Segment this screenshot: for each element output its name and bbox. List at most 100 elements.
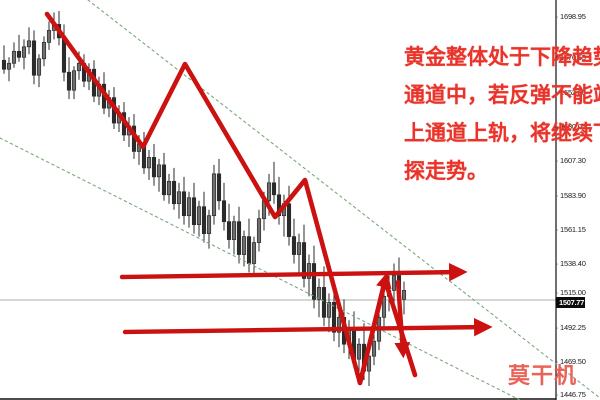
candle-body (151, 157, 157, 178)
price-axis-tick: · 1446.75 (556, 389, 586, 400)
price-axis-tick-label: 1538.40 (560, 259, 586, 268)
price-axis-tick: · 1515.00 (556, 287, 586, 298)
annotation-line-4: 探走势。 (404, 159, 488, 183)
candle-body (306, 263, 312, 279)
candle-body (16, 50, 22, 58)
candle-body (266, 182, 272, 202)
candle-body (66, 71, 72, 91)
channel-upper-line (87, 0, 600, 399)
price-axis-tick-label: 1652.80 (560, 88, 586, 97)
price-axis-tick-label: 1583.90 (560, 191, 586, 200)
tick-mark-icon: · (556, 12, 559, 21)
price-axis-tick-label: 1561.15 (560, 225, 586, 234)
tick-mark-icon: · (556, 122, 559, 131)
candle-body (6, 62, 12, 70)
tick-mark-icon: · (556, 225, 559, 234)
price-axis-tick-label: 1630.05 (560, 122, 586, 131)
candle-body (206, 215, 212, 234)
candle-body (71, 70, 77, 91)
candle-body (336, 316, 342, 333)
current-price-badge[interactable]: 1507.77 (556, 297, 586, 308)
annotation-line-3: 上通道上轨，将继续下 (404, 121, 600, 145)
candle-body (316, 287, 322, 300)
candle-body (211, 173, 217, 217)
price-axis-tick: · 1607.30 (556, 155, 586, 166)
watermark-label: 莫干机 (508, 364, 578, 389)
candle-body (256, 218, 262, 243)
tick-mark-icon: · (556, 156, 559, 165)
candle-body (391, 275, 397, 291)
price-axis-tick: · 1698.95 (556, 11, 586, 22)
candlestick-series (1, 10, 407, 387)
price-axis-tick: · 1561.15 (556, 224, 586, 235)
candle-body (331, 302, 337, 333)
annotation-line-1: 黄金整体处于下降趋势 (404, 45, 600, 69)
price-axis-tick-label: 1446.75 (560, 390, 586, 399)
candle-body (236, 221, 242, 255)
annotation-line-2: 通道中，若反弹不能站 (404, 83, 600, 107)
candle-body (41, 41, 47, 60)
price-axis-tick: · 1538.40 (556, 258, 586, 269)
candle-body (176, 191, 182, 205)
tick-mark-icon: · (556, 390, 559, 399)
candle-body (161, 164, 167, 196)
price-axis-tick: · 1676.55 (556, 52, 586, 63)
candle-body (366, 355, 372, 372)
candle-body (216, 173, 222, 202)
candle-body (371, 340, 377, 357)
upper-projection-arrow (119, 262, 468, 282)
candle-body (36, 58, 42, 76)
price-axis-tick: · 1492.25 (556, 322, 586, 333)
down-break-arrow (394, 279, 411, 359)
candle-body (311, 263, 317, 300)
price-axis-tick: · 1583.90 (556, 190, 586, 201)
candle-body (326, 302, 332, 318)
candle-body (241, 236, 247, 255)
candle-body (271, 182, 277, 196)
candle-body (246, 236, 252, 264)
tick-mark-icon: · (556, 88, 559, 97)
candle-body (321, 287, 327, 318)
candle-body (146, 157, 152, 169)
tick-mark-icon: · (556, 323, 559, 332)
candle-body (286, 203, 292, 237)
candle-body (186, 197, 192, 217)
candle-body (201, 206, 207, 234)
forecast-arrow-group (119, 262, 493, 386)
candle-body (1, 59, 7, 70)
price-axis-tick: · 1469.50 (556, 356, 586, 367)
candle-body (356, 343, 362, 360)
price-axis[interactable]: · 1698.95 · 1676.55 · 1652.80 · 1630.05 · 1607.30… (556, 0, 600, 400)
candle-body (191, 197, 197, 226)
candle-body (181, 191, 187, 217)
candle-body (296, 242, 302, 255)
price-axis-tick-label: 1607.30 (560, 156, 586, 165)
price-axis-tick: · 1652.80 (556, 87, 586, 98)
price-axis-tick: · 1630.05 (556, 121, 586, 132)
candle-body (221, 200, 227, 223)
candle-body (301, 242, 307, 279)
tick-mark-icon: · (556, 53, 559, 62)
tick-mark-icon: · (556, 288, 559, 297)
tick-mark-icon: · (556, 259, 559, 268)
candle-body (21, 46, 27, 58)
candle-body (196, 206, 202, 226)
lower-projection-arrow (122, 317, 493, 337)
candle-body (31, 40, 37, 76)
analysis-annotation-text: 黄金整体处于下降趋势 通道中，若反弹不能站 上通道上轨，将继续下 探走势。 (404, 38, 600, 190)
candle-body (251, 242, 257, 264)
candle-body (226, 221, 232, 240)
tick-mark-icon: · (556, 357, 559, 366)
price-axis-tick-label: 1515.00 (560, 288, 586, 297)
candle-body (76, 62, 82, 72)
candle-body (291, 236, 297, 255)
candle-body (171, 180, 177, 205)
price-axis-tick-label: 1469.50 (560, 357, 586, 366)
candle-body (46, 30, 52, 43)
candle-body (26, 40, 32, 48)
candle-body (11, 50, 17, 64)
candle-body (381, 296, 387, 318)
tick-mark-icon: · (556, 191, 559, 200)
price-axis-tick-label: 1492.25 (560, 323, 586, 332)
